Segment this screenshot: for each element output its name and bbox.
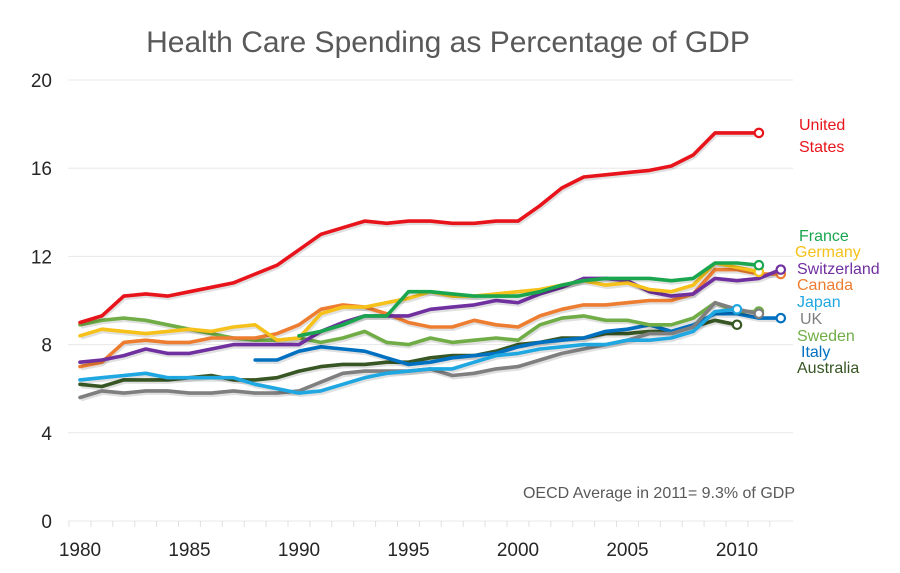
y-tick-label: 4 [41, 424, 52, 445]
x-tick-label: 2000 [497, 540, 539, 561]
series-label-sweden: Sweden [797, 328, 855, 345]
y-tick-label: 8 [41, 336, 52, 357]
series-shadow-japan [80, 309, 739, 398]
x-axis-ticks: 1980 1985 1990 1995 2000 2005 2010 [59, 540, 758, 561]
series-end-marker-switzerland [775, 264, 787, 275]
x-tick-label: 2010 [716, 540, 758, 561]
series-shadow-united-states [80, 132, 760, 327]
series-end-marker-uk [753, 308, 765, 320]
series-end-marker-france [753, 259, 765, 271]
series-end-marker-japan [731, 304, 743, 315]
series-label-uk: UK [800, 311, 823, 328]
series-label-france: France [799, 228, 849, 245]
series-line-japan [78, 307, 739, 395]
series-label-united-states: States [799, 139, 844, 156]
series-end-marker-australia [731, 319, 743, 331]
series-shadow-france [299, 263, 761, 340]
series-shadow-switzerland [80, 269, 783, 367]
y-tick-label: 16 [31, 159, 52, 180]
chart-title: Health Care Spending as Percentage of GD… [146, 26, 750, 59]
series-end-marker-united-states [753, 127, 765, 139]
series-uk [78, 300, 765, 402]
series-label-united-states: United [799, 117, 845, 134]
series-label-australia: Australia [797, 360, 859, 377]
oecd-average-annotation: OECD Average in 2011= 9.3% of GDP [523, 485, 795, 502]
series-shadow-uk [80, 302, 761, 402]
y-tick-label: 12 [31, 247, 52, 268]
series-line-switzerland [78, 267, 783, 365]
series-label-germany: Germany [795, 244, 861, 261]
x-tick-label: 1990 [278, 540, 320, 561]
series-labels: United States FranceGermanySwitzerlandCana… [795, 117, 880, 377]
gridlines [68, 79, 793, 527]
x-tick-label: 1995 [387, 540, 429, 561]
x-tick-label: 1980 [59, 540, 101, 561]
series-label-canada: Canada [797, 277, 853, 294]
x-tick-label: 1985 [168, 540, 210, 561]
y-tick-label: 0 [41, 512, 52, 533]
series-label-italy: Italy [801, 344, 830, 361]
series-line-france [297, 261, 761, 338]
x-tick-label: 2005 [606, 540, 648, 561]
series-shadow-canada [80, 269, 782, 371]
series-layer [78, 127, 787, 402]
series-switzerland [78, 264, 787, 367]
series-japan [78, 304, 743, 398]
series-end-marker-italy [775, 312, 787, 324]
series-line-united-states [78, 131, 761, 325]
series-france [297, 259, 765, 340]
y-axis-ticks: 0 4 8 12 16 20 [31, 71, 53, 533]
series-line-germany [78, 261, 761, 343]
y-tick-label: 20 [31, 71, 52, 92]
series-line-canada [78, 267, 783, 369]
series-united-states [78, 127, 765, 327]
series-label-japan: Japan [797, 294, 841, 311]
series-label-switzerland: Switzerland [797, 261, 880, 278]
